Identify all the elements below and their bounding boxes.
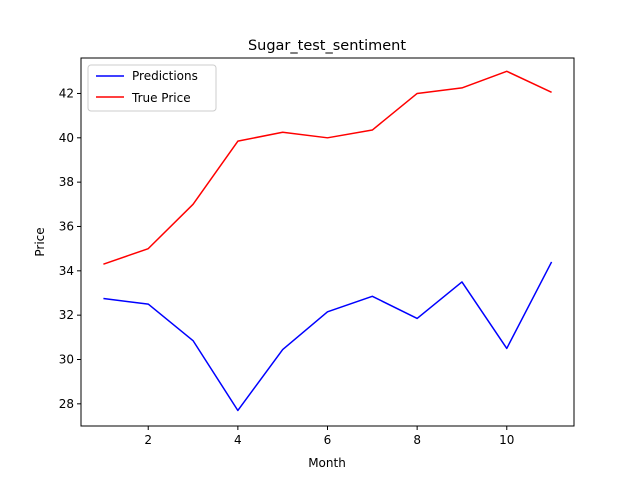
x-tick-label: 2 (144, 433, 152, 447)
x-tick-label: 4 (234, 433, 242, 447)
chart-title: Sugar_test_sentiment (248, 38, 406, 54)
x-tick-label: 6 (324, 433, 332, 447)
y-tick-label: 36 (59, 219, 74, 233)
y-tick-label: 40 (59, 131, 74, 145)
x-tick-label: 10 (499, 433, 514, 447)
y-tick-label: 34 (59, 264, 74, 278)
y-tick-label: 42 (59, 86, 74, 100)
y-tick-label: 30 (59, 352, 74, 366)
y-tick-label: 28 (59, 397, 74, 411)
y-axis-ticks: 28 30 32 34 36 38 40 42 (59, 86, 81, 411)
x-tick-label: 8 (413, 433, 421, 447)
series-layer (103, 70, 553, 412)
x-axis-label: Month (308, 456, 346, 470)
y-axis-label: Price (33, 227, 47, 256)
x-axis-ticks: 2 4 6 8 10 (144, 426, 514, 447)
y-tick-label: 38 (59, 175, 74, 189)
legend-label-true-price: True Price (131, 91, 191, 105)
legend-label-predictions: Predictions (132, 69, 198, 83)
legend: Predictions True Price (87, 64, 217, 112)
y-tick-label: 32 (59, 308, 74, 322)
